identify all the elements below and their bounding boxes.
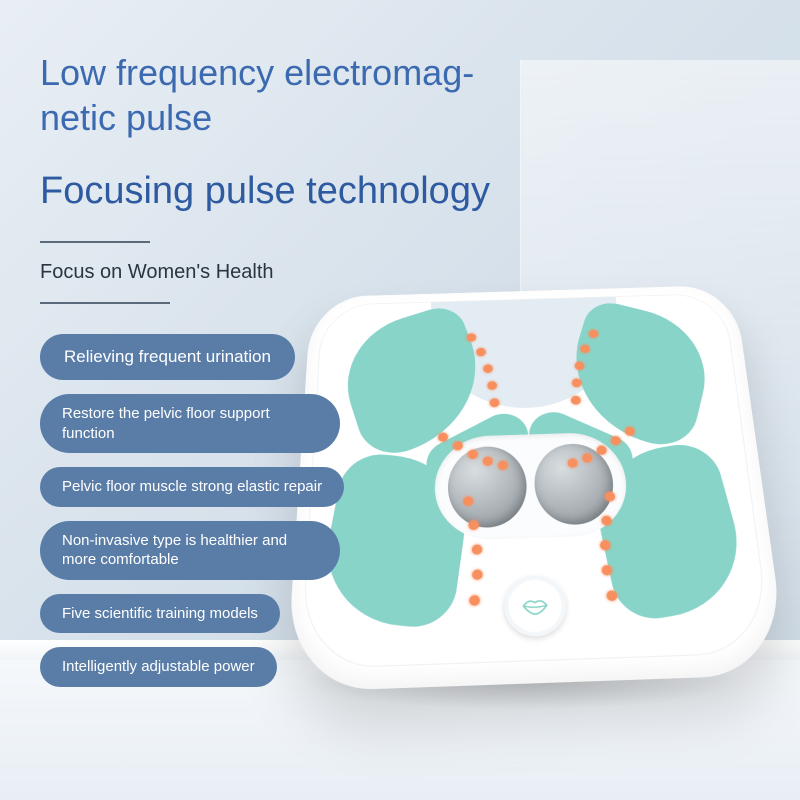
feature-pill-0: Relieving frequent urination [40, 334, 295, 380]
feature-pills: Relieving frequent urination Restore the… [40, 334, 800, 687]
heading-line2: netic pulse [40, 97, 212, 138]
feature-pill-3: Non-invasive type is healthier and more … [40, 521, 340, 580]
text-content: Low frequency electromag- netic pulse Fo… [0, 0, 800, 687]
feature-pill-4: Five scientific training models [40, 594, 280, 634]
divider-top [40, 241, 150, 243]
feature-pill-5: Intelligently adjustable power [40, 647, 277, 687]
heading-line1: Low frequency electromag- [40, 52, 474, 93]
sub-heading: Focusing pulse technology [40, 170, 800, 213]
divider-bottom [40, 302, 170, 304]
main-heading: Low frequency electromag- netic pulse [40, 50, 540, 140]
tagline-text: Focus on Women's Health [40, 261, 800, 284]
feature-pill-1: Restore the pelvic floor support functio… [40, 394, 340, 453]
feature-pill-2: Pelvic floor muscle strong elastic repai… [40, 467, 344, 507]
